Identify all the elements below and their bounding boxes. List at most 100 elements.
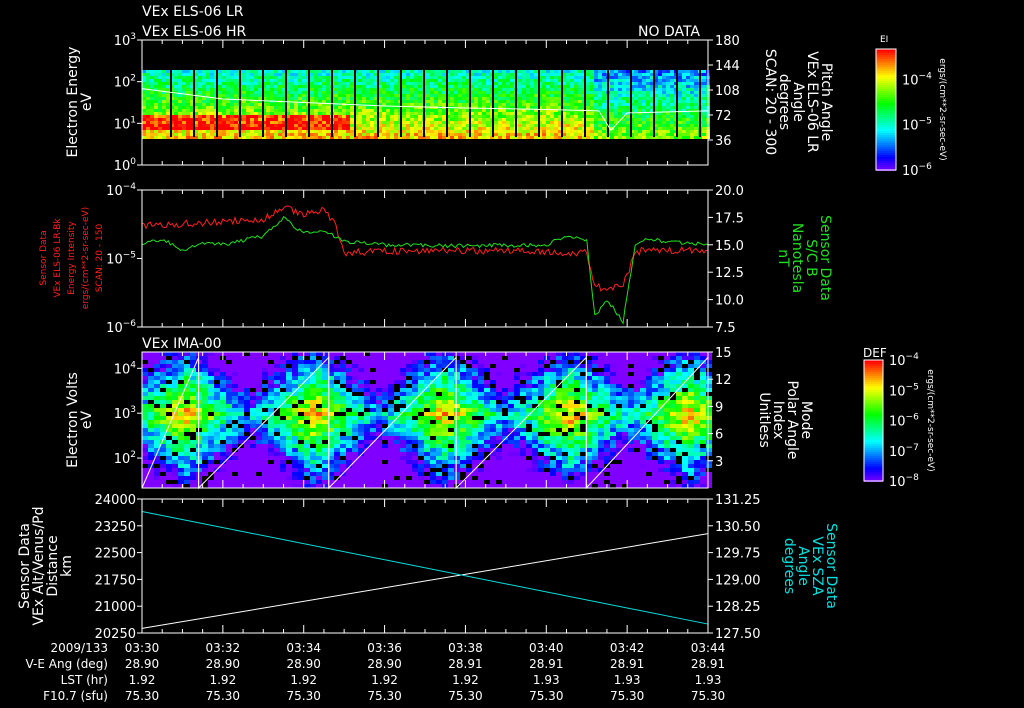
spectrogram-cell: [358, 360, 364, 364]
spectrogram-cell: [534, 109, 538, 112]
spectrogram-cell: [286, 460, 292, 464]
spectrogram-cell: [486, 124, 490, 127]
spectrogram-cell: [244, 384, 250, 388]
spectrogram-cell: [290, 127, 294, 130]
spectrogram-cell: [618, 79, 622, 82]
spectrogram-cell: [280, 360, 286, 364]
spectrogram-cell: [226, 408, 232, 412]
spectrogram-cell: [400, 452, 406, 456]
spectrogram-cell: [558, 79, 562, 82]
spectrogram-cell: [186, 91, 190, 94]
spectrogram-cell: [310, 91, 314, 94]
spectrogram-cell: [530, 79, 534, 82]
spectrogram-cell: [426, 124, 430, 127]
spectrogram-cell: [362, 109, 366, 112]
spectrogram-cell: [148, 408, 154, 412]
spectrogram-cell: [160, 440, 166, 444]
spectrogram-cell: [686, 115, 690, 118]
spectrogram-cell: [554, 85, 558, 88]
spectrogram-cell: [328, 420, 334, 424]
spectrogram-cell: [184, 360, 190, 364]
spectrogram-cell: [426, 136, 430, 139]
spectrogram-cell: [424, 476, 430, 480]
spectrogram-cell: [254, 133, 258, 136]
spectrogram-cell: [510, 70, 514, 73]
spectrogram-cell: [160, 388, 166, 392]
spectrogram-cell: [406, 112, 410, 115]
spectrogram-cell: [418, 360, 424, 364]
spectrogram-cell: [154, 130, 158, 133]
spectrogram-cell: [678, 121, 682, 124]
spectrogram-cell: [394, 133, 398, 136]
spectrogram-cell: [154, 448, 160, 452]
spectrogram-cell: [178, 452, 184, 456]
spectrogram-cell: [394, 456, 400, 460]
spectrogram-cell: [158, 91, 162, 94]
spectrogram-cell: [682, 97, 686, 100]
spectrogram-cell: [376, 484, 382, 488]
spectrogram-cell: [350, 109, 354, 112]
spectrogram-cell: [362, 79, 366, 82]
spectrogram-cell: [214, 356, 220, 360]
spectrogram-cell: [670, 100, 674, 103]
spectrogram-cell: [418, 472, 424, 476]
spectrogram-cell: [230, 70, 234, 73]
spectrogram-cell: [562, 97, 566, 100]
spectrogram-cell: [290, 115, 294, 118]
spectrogram-cell: [310, 432, 316, 436]
spectrogram-cell: [184, 404, 190, 408]
spectrogram-cell: [614, 127, 618, 130]
spectrogram-cell: [618, 124, 622, 127]
spectrogram-cell: [474, 82, 478, 85]
spectrogram-cell: [418, 376, 424, 380]
spectrogram-cell: [190, 356, 196, 360]
spectrogram-cell: [382, 424, 388, 428]
spectrogram-cell: [298, 468, 304, 472]
spectrogram-cell: [182, 97, 186, 100]
spectrogram-cell: [162, 100, 166, 103]
spectrogram-cell: [202, 464, 208, 468]
spectrogram-cell: [610, 136, 614, 139]
spectrogram-cell: [254, 82, 258, 85]
spectrogram-cell: [258, 73, 262, 76]
spectrogram-cell: [358, 476, 364, 480]
spectrogram-cell: [208, 432, 214, 436]
spectrogram-cell: [418, 396, 424, 400]
spectrogram-cell: [292, 364, 298, 368]
spectrogram-cell: [302, 103, 306, 106]
spectrogram-cell: [202, 360, 208, 364]
spectrogram-cell: [346, 456, 352, 460]
spectrogram-cell: [358, 94, 362, 97]
spectrogram-cell: [690, 103, 694, 106]
spectrogram-cell: [414, 112, 418, 115]
spectrogram-cell: [406, 70, 410, 73]
spectrogram-cell: [642, 70, 646, 73]
spectrogram-cell: [386, 106, 390, 109]
spectrogram-cell: [438, 118, 442, 121]
spectrogram-cell: [250, 416, 256, 420]
spectrogram-cell: [418, 440, 424, 444]
pitch-angle-line: [141, 88, 709, 132]
spectrogram-cell: [182, 112, 186, 115]
spectrogram-cell: [526, 76, 530, 79]
spectrogram-cell: [346, 408, 352, 412]
spectrogram-cell: [268, 448, 274, 452]
spectrogram-cell: [658, 91, 662, 94]
spectrogram-cell: [434, 91, 438, 94]
spectrogram-cell: [232, 408, 238, 412]
spectrogram-cell: [694, 121, 698, 124]
spectrogram-cell: [214, 460, 220, 464]
spectrogram-cell: [274, 112, 278, 115]
spectrogram-cell: [678, 97, 682, 100]
spectrogram-cell: [412, 428, 418, 432]
spectrogram-cell: [184, 424, 190, 428]
spectrogram-cell: [280, 476, 286, 480]
spectrogram-cell: [418, 404, 424, 408]
spectrogram-cell: [246, 133, 250, 136]
spectrogram-cell: [530, 103, 534, 106]
spectrogram-cell: [382, 440, 388, 444]
spectrogram-cell: [286, 480, 292, 484]
spectrogram-cell: [328, 428, 334, 432]
spectrogram-cell: [338, 97, 342, 100]
spectrogram-cell: [342, 106, 346, 109]
